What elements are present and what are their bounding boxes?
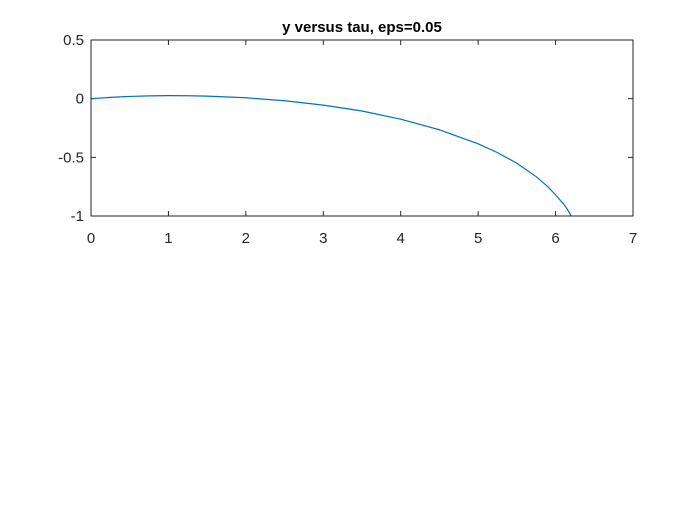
series-layer — [90, 95, 572, 217]
axis-tick-labels: 0 1 2 3 4 5 6 7 0.5 0 -0.5 -1 — [58, 32, 637, 247]
x-tick-label: 7 — [629, 230, 637, 247]
axes-box — [90, 39, 634, 217]
y-tick-label: 0 — [76, 91, 84, 108]
y-tick-label: -1 — [71, 208, 84, 225]
x-tick-label: 0 — [87, 230, 95, 247]
series-line — [90, 95, 572, 217]
x-tick-label: 3 — [319, 230, 327, 247]
y-tick-label: -0.5 — [58, 149, 84, 166]
plot-area — [91, 40, 633, 216]
x-tick-label: 4 — [397, 230, 405, 247]
x-tick-label: 5 — [474, 230, 482, 247]
chart-title: y versus tau, eps=0.05 — [282, 19, 442, 36]
x-tick-label: 6 — [551, 230, 559, 247]
x-tick-label: 2 — [242, 230, 250, 247]
x-tick-label: 1 — [164, 230, 172, 247]
y-tick-label: 0.5 — [63, 32, 84, 49]
